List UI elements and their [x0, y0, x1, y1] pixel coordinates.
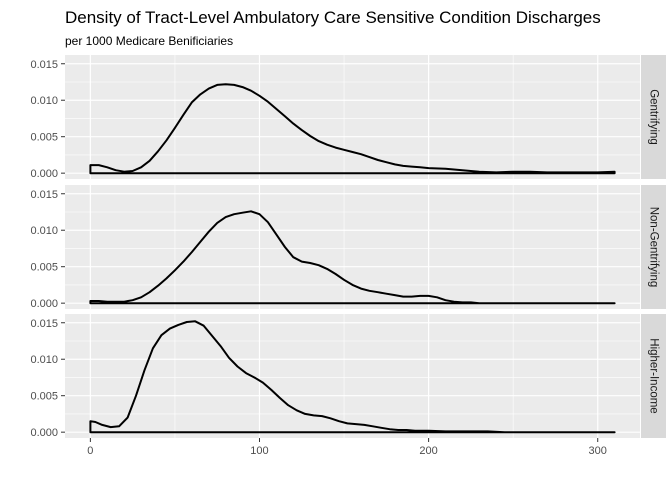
- x-tick-label: 300: [589, 445, 607, 457]
- facet-panel: 0.000 0.005 0.010 0.015 Non-Gentrifying: [30, 185, 666, 310]
- strip-label: Higher-Income: [648, 338, 660, 413]
- x-tick-label: 0: [87, 445, 93, 457]
- facet-panels: 0.0000.0050.0100.015Gentrifying0.0000.00…: [30, 55, 666, 439]
- strip-background: [641, 314, 666, 438]
- density-line: [89, 83, 616, 175]
- facet-panel: 0.000 0.005 0.010 0.015 Gentrifying: [30, 55, 666, 180]
- y-tick-label: 0.010: [30, 95, 58, 107]
- strip-background: [641, 185, 666, 309]
- y-tick-label: 0.005: [30, 132, 58, 144]
- strip-label: Gentrifying: [648, 89, 660, 145]
- panel-background: [65, 314, 640, 438]
- x-axis: 0 100 200 300: [87, 438, 607, 457]
- x-tick-label: 200: [419, 445, 437, 457]
- chart-title: Density of Tract-Level Ambulatory Care S…: [65, 8, 601, 27]
- facet-panel: 0.000 0.005 0.010 0.015 Higher-Income: [30, 314, 666, 439]
- y-tick-label: 0.015: [30, 59, 58, 71]
- y-tick-label: 0.000: [30, 298, 58, 310]
- y-tick-label: 0.015: [30, 318, 58, 330]
- x-tick-label: 100: [250, 445, 268, 457]
- density-line: [89, 210, 616, 305]
- density-line: [89, 320, 616, 434]
- panel-background: [65, 185, 640, 309]
- y-tick-label: 0.015: [30, 189, 58, 201]
- panel-background: [65, 55, 640, 179]
- strip-background: [641, 55, 666, 179]
- y-tick-label: 0.005: [30, 391, 58, 403]
- y-tick-label: 0.010: [30, 354, 58, 366]
- y-tick-label: 0.000: [30, 168, 58, 180]
- y-tick-label: 0.010: [30, 225, 58, 237]
- y-tick-label: 0.005: [30, 262, 58, 274]
- y-tick-label: 0.000: [30, 427, 58, 439]
- strip-label: Non-Gentrifying: [648, 207, 660, 288]
- chart-subtitle: per 1000 Medicare Benificiaries: [65, 34, 233, 48]
